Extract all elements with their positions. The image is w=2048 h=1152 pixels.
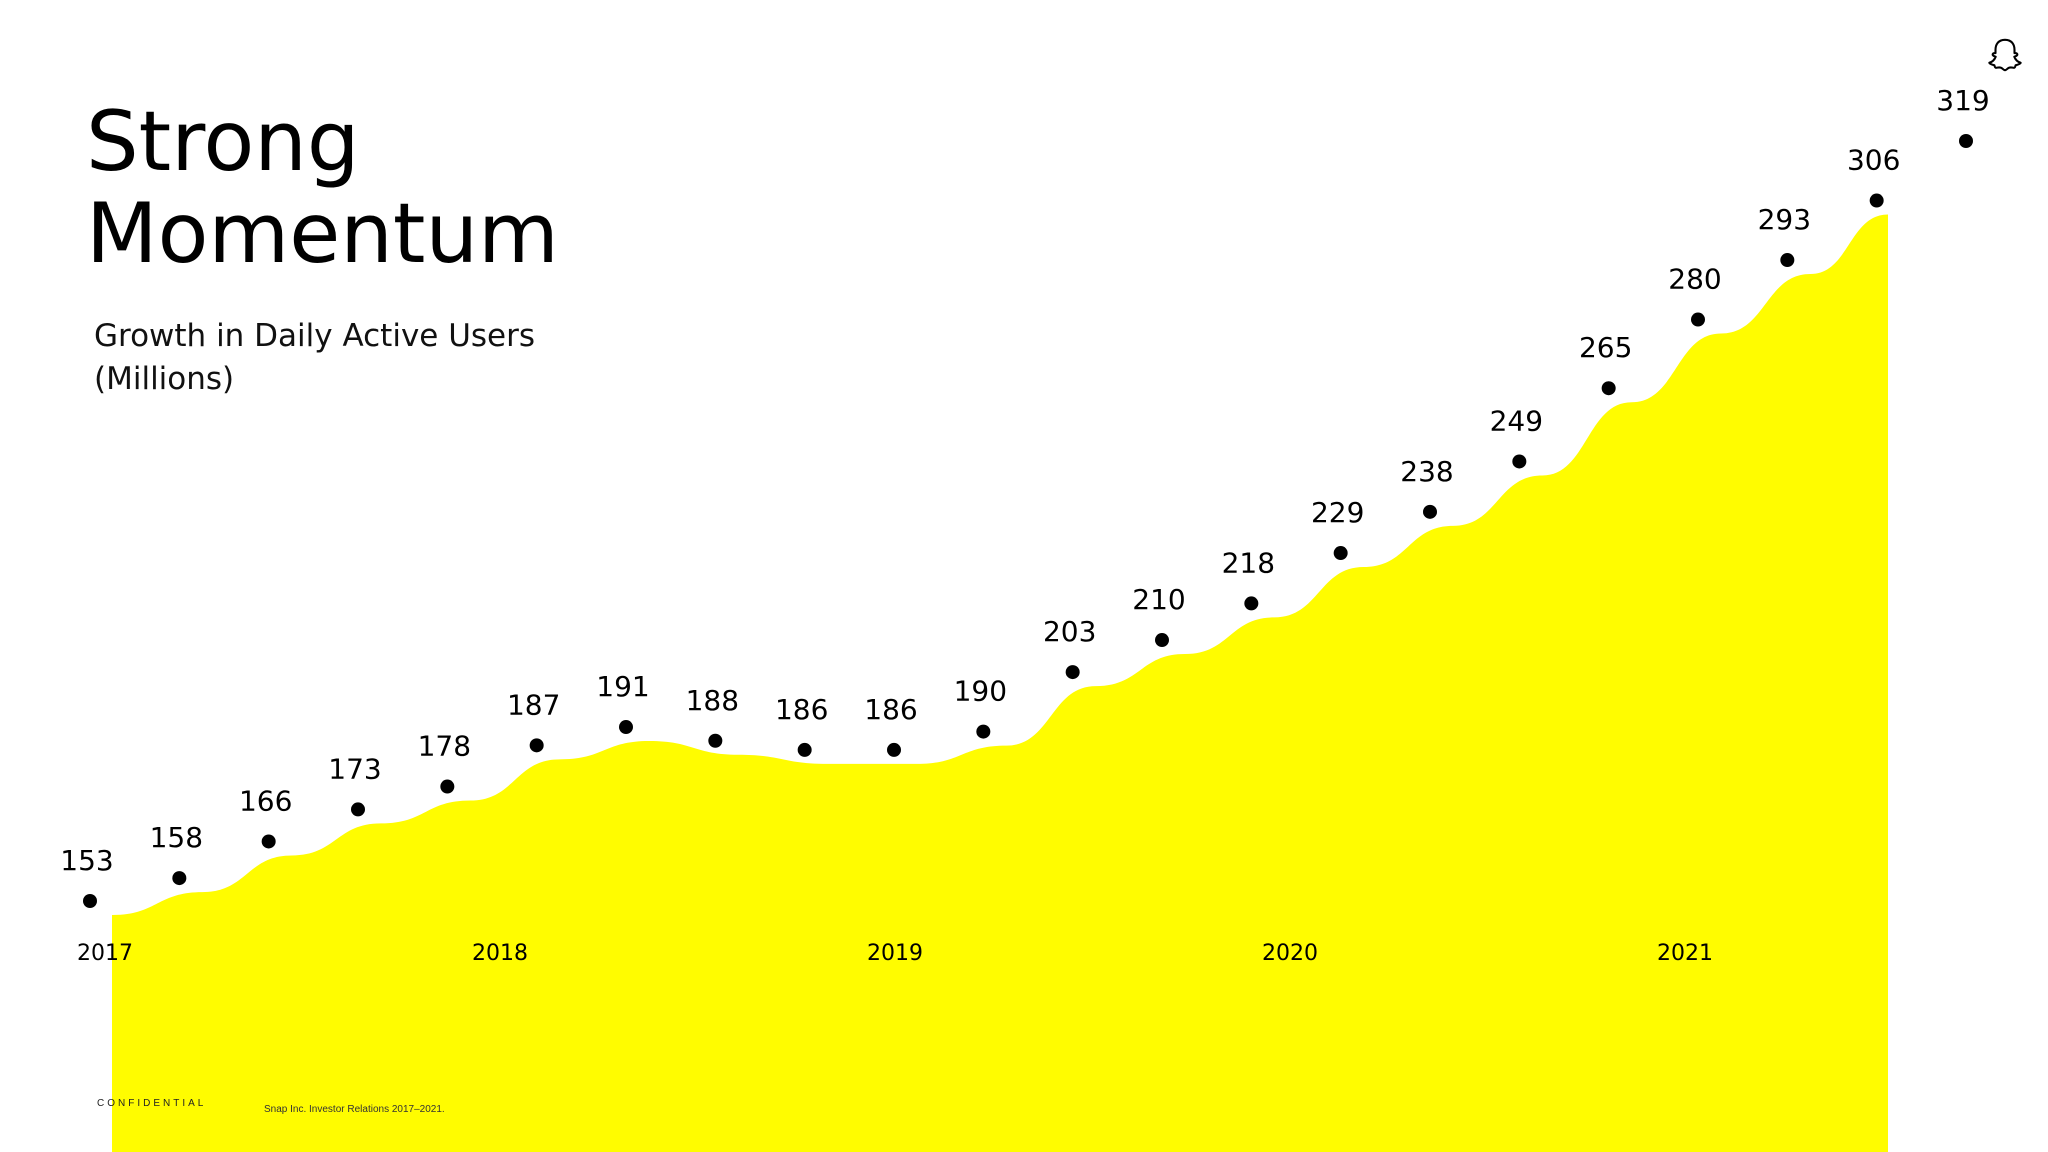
data-label: 158 <box>150 821 203 854</box>
data-label: 203 <box>1043 615 1096 648</box>
x-tick-label: 2020 <box>1262 941 1318 966</box>
data-point-marker <box>1512 454 1527 469</box>
data-label: 186 <box>775 693 828 726</box>
page-title: Strong Momentum <box>86 96 559 280</box>
data-point-marker <box>1244 596 1259 611</box>
data-point-marker <box>1333 546 1348 561</box>
data-label: 210 <box>1132 583 1185 616</box>
data-label: 153 <box>60 844 113 877</box>
data-label: 293 <box>1758 203 1811 236</box>
data-point-marker <box>172 871 187 886</box>
title-line-2: Momentum <box>86 185 559 282</box>
data-label: 190 <box>954 675 1007 708</box>
data-label: 188 <box>686 684 739 717</box>
data-label: 249 <box>1490 404 1543 437</box>
data-point-marker <box>1601 381 1616 396</box>
data-label: 173 <box>328 752 381 785</box>
x-tick-label: 2021 <box>1657 941 1713 966</box>
data-label: 319 <box>1936 84 1989 117</box>
data-point-marker <box>261 834 276 849</box>
data-label: 178 <box>418 730 471 763</box>
data-label: 265 <box>1579 331 1632 364</box>
x-axis-tick-labels: 2017 2018 2019 2020 2021 <box>77 941 1713 966</box>
dau-area-fill <box>112 214 1888 1152</box>
dau-data-labels: 153 158 166 173 178 187 191 188 186 186 190 203 210 2… <box>60 84 1989 877</box>
data-label: 280 <box>1668 263 1721 296</box>
data-point-marker <box>83 894 97 908</box>
data-point-marker <box>440 779 455 794</box>
data-point-marker <box>1155 633 1169 648</box>
x-tick-label: 2017 <box>77 941 133 966</box>
data-label: 306 <box>1847 144 1900 177</box>
source-footnote: Snap Inc. Investor Relations 2017–2021. <box>264 1104 445 1115</box>
data-label: 186 <box>864 693 917 726</box>
data-point-marker <box>619 720 633 735</box>
subtitle-line-1: Growth in Daily Active Users <box>94 318 536 354</box>
data-point-marker <box>529 738 544 753</box>
data-point-marker <box>1691 312 1705 327</box>
title-line-1: Strong <box>86 93 360 190</box>
data-point-marker <box>351 802 365 817</box>
data-label: 191 <box>596 670 649 703</box>
data-point-marker <box>1423 504 1437 519</box>
dau-markers <box>83 134 1973 908</box>
data-point-marker <box>1780 253 1795 268</box>
subtitle-line-2: (Millions) <box>94 361 235 397</box>
data-point-marker <box>1065 665 1080 680</box>
x-tick-label: 2018 <box>472 941 528 966</box>
data-point-marker <box>1869 193 1884 208</box>
data-point-marker <box>976 724 991 739</box>
data-label: 187 <box>507 688 560 721</box>
data-label: 229 <box>1311 496 1364 529</box>
x-tick-label: 2019 <box>867 941 923 966</box>
snapchat-ghost-icon <box>1988 38 2022 72</box>
data-point-marker <box>887 742 901 757</box>
data-label: 166 <box>239 784 292 817</box>
data-point-marker <box>708 733 723 748</box>
chart-subtitle: Growth in Daily Active Users (Millions) <box>94 315 535 401</box>
data-label: 238 <box>1400 455 1453 488</box>
data-point-marker <box>797 742 812 757</box>
confidential-label: CONFIDENTIAL <box>97 1098 207 1109</box>
data-point-marker <box>1959 134 1973 148</box>
data-label: 218 <box>1222 546 1275 579</box>
